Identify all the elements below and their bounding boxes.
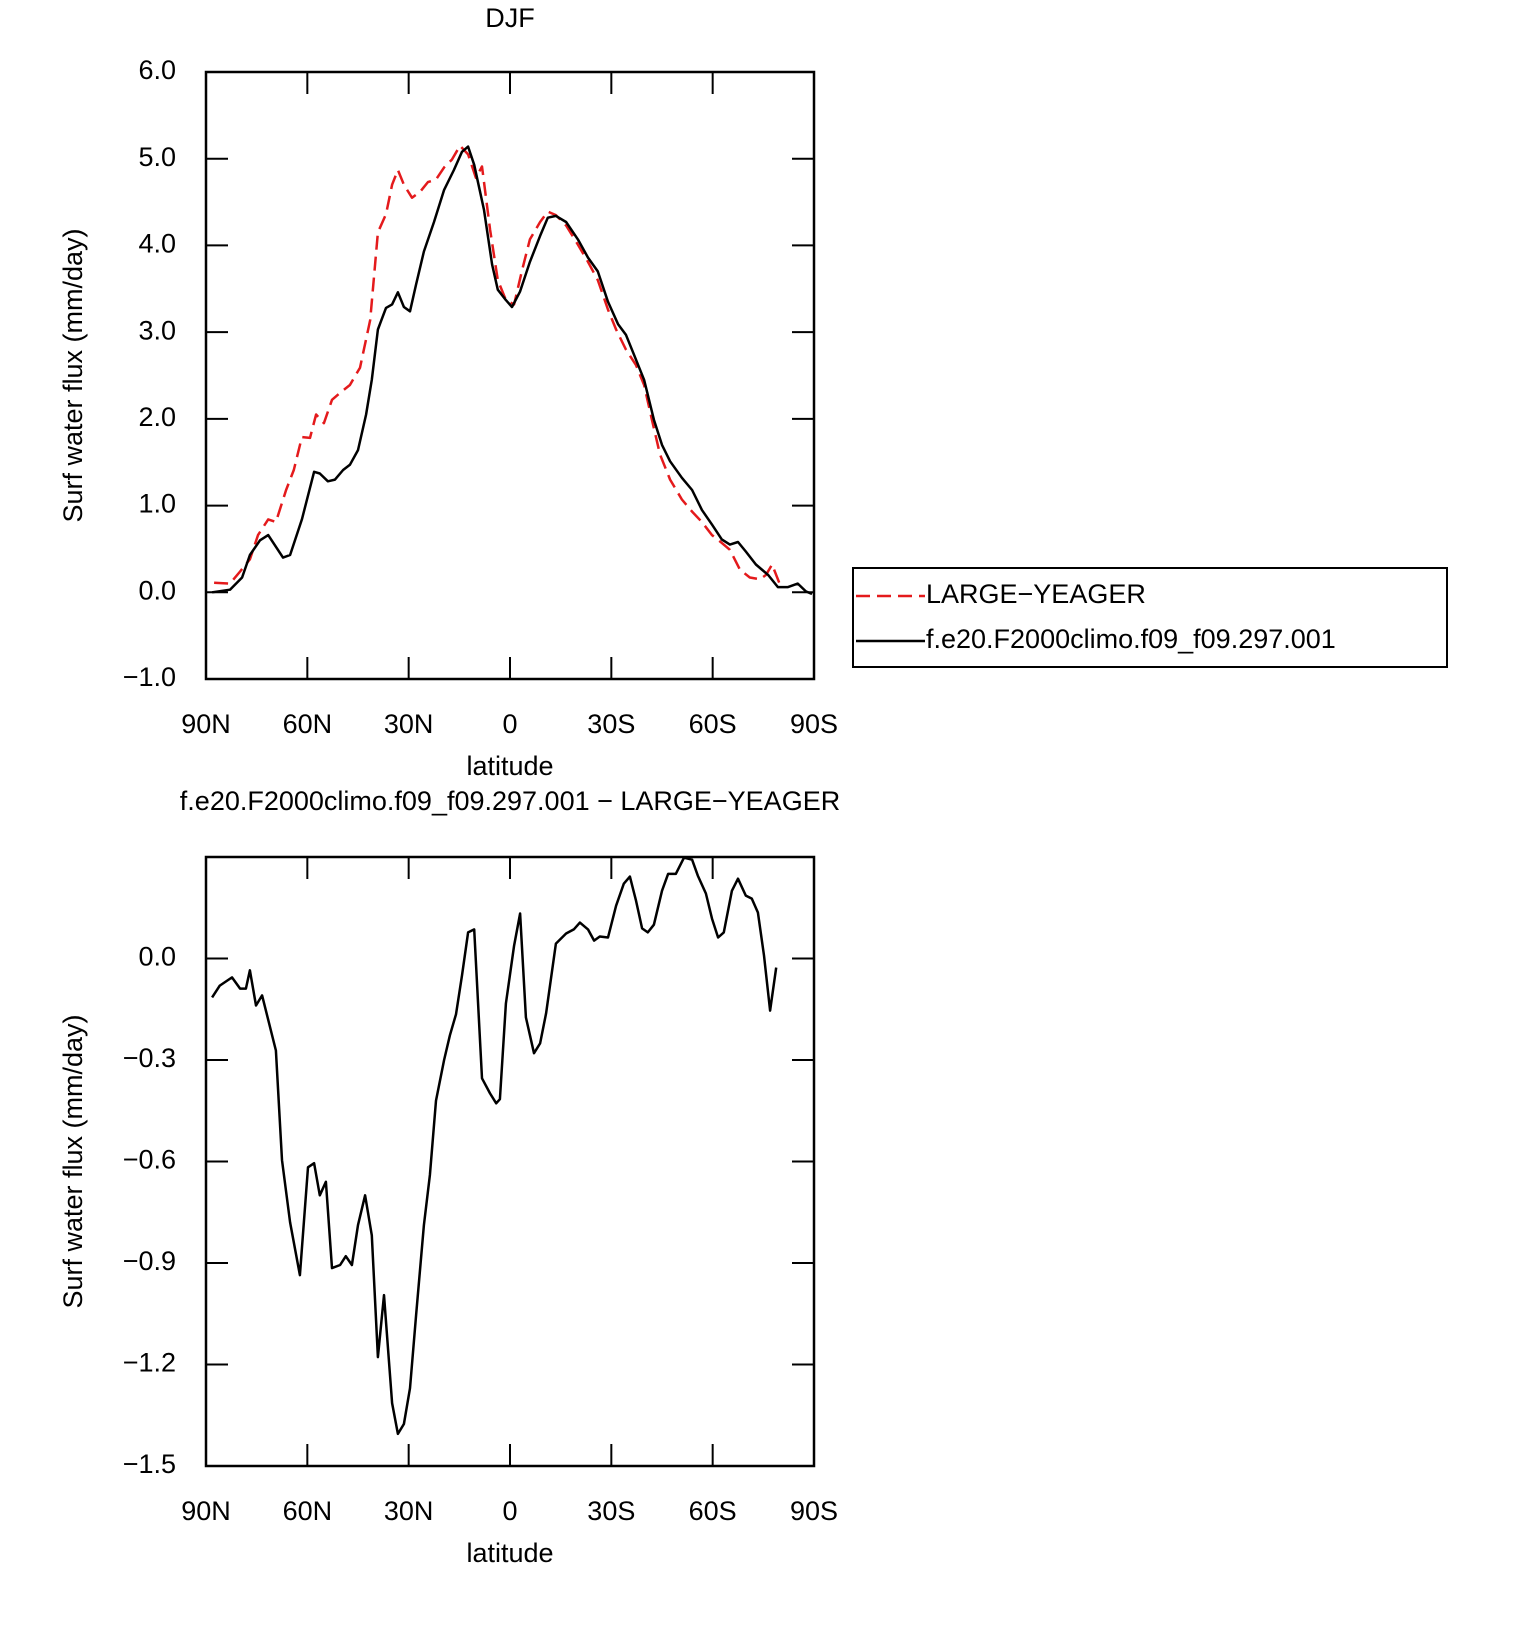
x-tick-label: 90S [790,1496,838,1526]
x-axis-label: latitude [466,751,553,781]
x-tick-label: 60N [283,1496,333,1526]
y-axis-label: Surf water flux (mm/day) [58,1014,88,1308]
y-tick-label: 4.0 [138,229,176,259]
x-tick-label: 60S [689,1496,737,1526]
y-tick-label: −1.0 [123,662,176,692]
data-line [211,856,778,1436]
chart-title: f.e20.F2000climo.f09_f09.297.001 − LARGE… [180,786,840,816]
x-axis-label: latitude [466,1538,553,1568]
y-tick-label: −0.9 [123,1246,176,1276]
x-tick-label: 30N [384,709,434,739]
x-tick-label: 90N [181,709,231,739]
y-tick-label: 6.0 [138,55,176,85]
y-tick-label: 2.0 [138,402,176,432]
y-tick-label: −1.5 [123,1449,176,1479]
x-tick-label: 90N [181,1496,231,1526]
chart-title: DJF [485,3,535,33]
x-tick-label: 30S [587,709,635,739]
x-tick-label: 0 [502,709,517,739]
y-tick-label: 0.0 [138,575,176,605]
x-tick-label: 60N [283,709,333,739]
x-tick-label: 0 [502,1496,517,1526]
plot-frame [204,855,816,1468]
legend-label: LARGE−YEAGER [926,579,1146,609]
legend-box [852,567,1448,668]
x-tick-label: 90S [790,709,838,739]
plot-frame [204,70,816,681]
y-tick-label: 1.0 [138,489,176,519]
y-tick-label: 0.0 [138,942,176,972]
y-tick-label: −0.6 [123,1145,176,1175]
y-tick-label: 5.0 [138,142,176,172]
data-line [214,144,782,585]
y-tick-label: −1.2 [123,1348,176,1378]
data-line [211,145,813,596]
x-tick-label: 60S [689,709,737,739]
y-tick-label: −0.3 [123,1043,176,1073]
x-tick-label: 30N [384,1496,434,1526]
x-tick-label: 30S [587,1496,635,1526]
legend-label: f.e20.F2000climo.f09_f09.297.001 [926,624,1336,654]
y-tick-label: 3.0 [138,315,176,345]
y-axis-label: Surf water flux (mm/day) [58,228,88,522]
